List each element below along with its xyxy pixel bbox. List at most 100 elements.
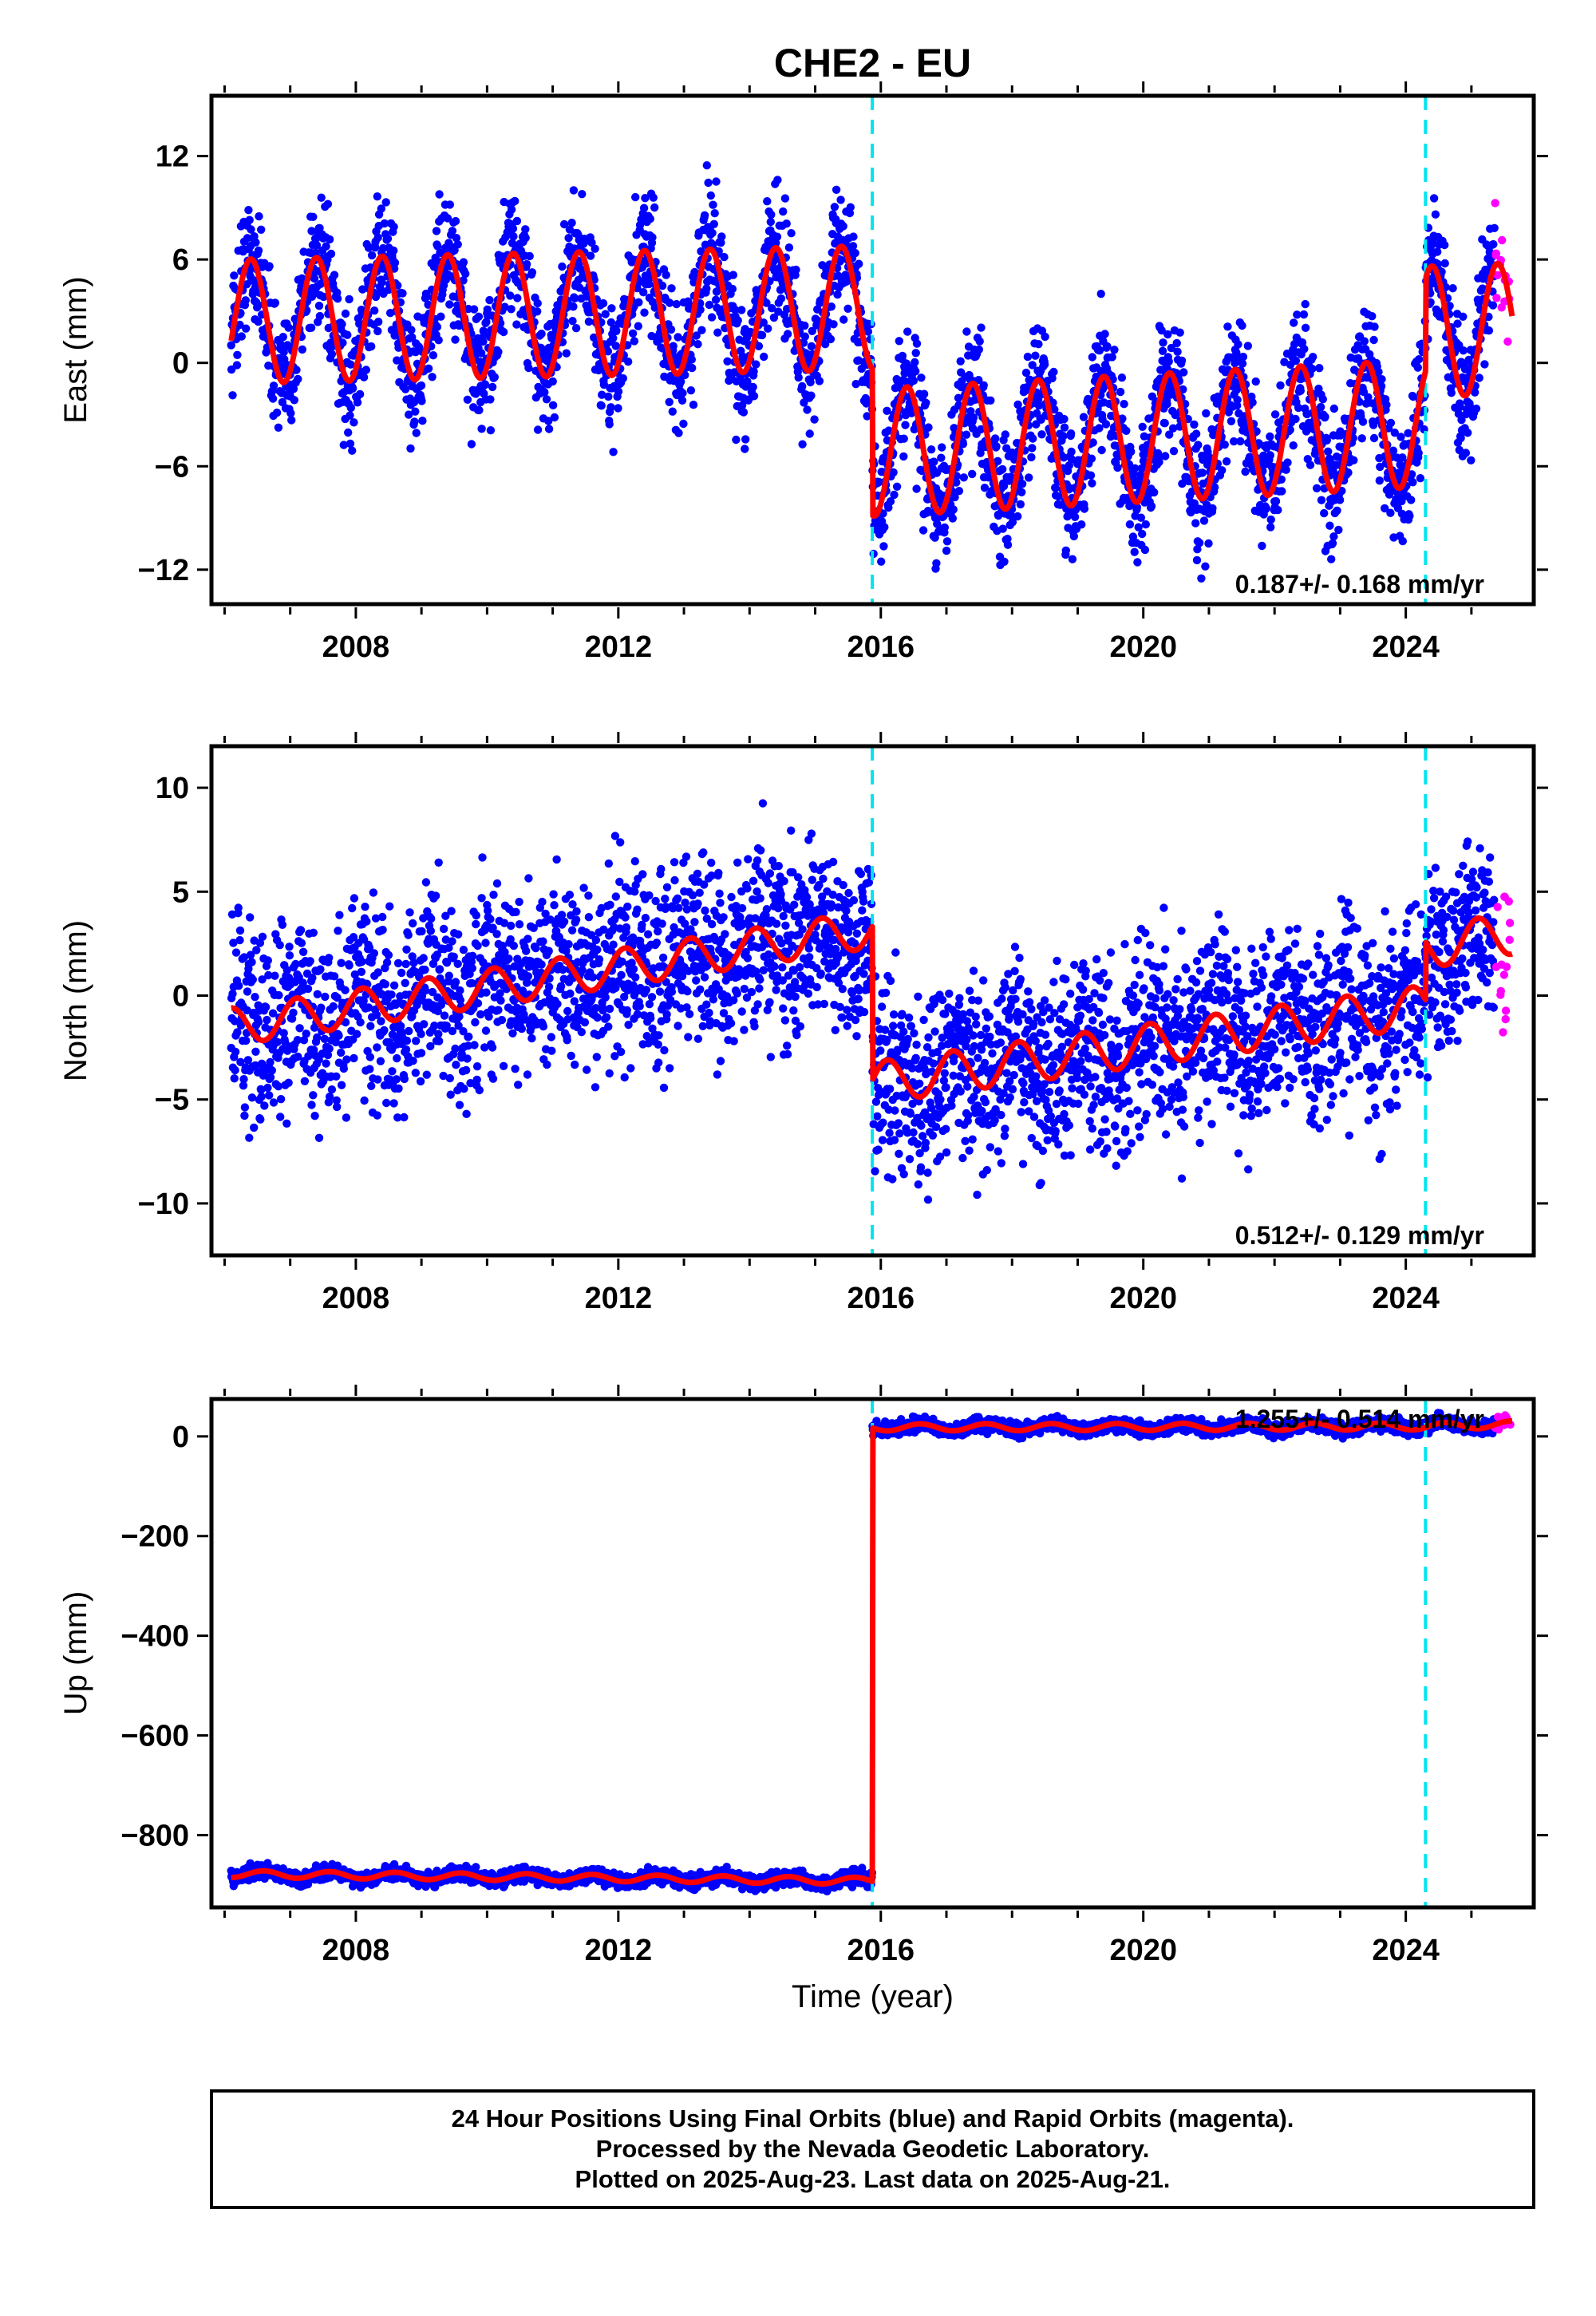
final-orbit-point: [1150, 488, 1159, 497]
final-orbit-point: [977, 323, 986, 332]
final-orbit-point: [1408, 392, 1418, 401]
final-orbit-point: [1155, 457, 1163, 467]
final-orbit-point: [980, 484, 990, 492]
final-orbit-point: [569, 302, 578, 311]
final-orbit-point: [232, 361, 242, 370]
final-orbit-point: [629, 965, 638, 974]
final-orbit-point: [416, 1077, 425, 1086]
final-orbit-point: [1266, 432, 1274, 441]
final-orbit-point: [1233, 395, 1242, 405]
final-orbit-point: [315, 223, 324, 232]
final-orbit-point: [681, 852, 691, 861]
final-orbit-point: [410, 417, 419, 426]
final-orbit-point: [899, 452, 908, 461]
final-orbit-point: [700, 211, 709, 219]
final-orbit-point: [275, 990, 283, 1000]
final-orbit-point: [1368, 312, 1377, 321]
final-orbit-point: [257, 1085, 266, 1094]
final-orbit-point: [911, 349, 920, 358]
final-orbit-point: [317, 1003, 326, 1012]
final-orbit-point: [1163, 400, 1171, 409]
final-orbit-point: [1096, 290, 1105, 298]
final-orbit-point: [334, 1031, 343, 1040]
final-orbit-point: [236, 1057, 245, 1067]
final-orbit-point: [1113, 463, 1122, 472]
final-orbit-point: [441, 911, 450, 920]
final-orbit-point: [762, 298, 771, 307]
final-orbit-point: [1173, 347, 1182, 356]
final-orbit-point: [279, 333, 287, 342]
final-orbit-point: [485, 295, 494, 305]
final-orbit-point: [616, 838, 625, 847]
final-orbit-point: [693, 340, 702, 349]
final-orbit-point: [508, 1029, 517, 1038]
final-orbit-point: [308, 974, 317, 982]
final-orbit-point: [479, 337, 488, 346]
final-orbit-point: [254, 1018, 263, 1026]
final-orbit-point: [239, 1075, 248, 1084]
final-orbit-point: [523, 935, 532, 943]
final-orbit-point: [302, 1030, 310, 1038]
final-orbit-point: [1480, 360, 1489, 369]
final-orbit-point: [1376, 462, 1385, 472]
final-orbit-point: [245, 1133, 254, 1142]
final-orbit-point: [634, 322, 642, 330]
final-orbit-point: [372, 1010, 381, 1019]
final-orbit-point: [454, 930, 463, 939]
final-orbit-point: [290, 396, 298, 405]
final-orbit-point: [732, 435, 741, 445]
final-orbit-point: [707, 871, 716, 880]
final-orbit-point: [975, 337, 984, 346]
final-orbit-point: [1140, 432, 1149, 441]
final-orbit-point: [494, 347, 503, 357]
final-orbit-point: [373, 968, 382, 977]
final-orbit-point: [1231, 359, 1239, 368]
final-orbit-point: [459, 276, 468, 285]
final-orbit-point: [646, 1014, 655, 1023]
final-orbit-point: [843, 304, 852, 313]
final-orbit-point: [603, 347, 613, 356]
final-orbit-point: [513, 294, 522, 302]
final-orbit-point: [645, 279, 654, 289]
final-orbit-point: [1484, 326, 1494, 335]
final-orbit-point: [511, 196, 519, 206]
final-orbit-point: [376, 1057, 385, 1065]
final-orbit-point: [429, 351, 438, 360]
final-orbit-point: [1329, 404, 1339, 413]
final-orbit-point: [1137, 464, 1147, 472]
final-orbit-point: [1054, 492, 1063, 501]
final-orbit-point: [241, 296, 250, 305]
final-orbit-point: [1266, 515, 1275, 524]
final-orbit-point: [480, 380, 490, 389]
final-orbit-point: [333, 1102, 342, 1112]
final-orbit-point: [247, 958, 256, 966]
final-orbit-point: [476, 1010, 485, 1019]
final-orbit-point: [402, 945, 411, 954]
final-orbit-point: [563, 1006, 572, 1016]
final-orbit-point: [251, 1061, 260, 1070]
final-orbit-point: [325, 1044, 334, 1053]
final-orbit-point: [323, 1050, 333, 1060]
final-orbit-point: [1238, 359, 1247, 368]
final-orbit-point: [714, 868, 723, 878]
final-orbit-point: [849, 232, 858, 241]
final-orbit-point: [1308, 364, 1317, 373]
final-orbit-point: [702, 1000, 711, 1009]
final-orbit-point: [712, 287, 721, 296]
final-orbit-point: [258, 975, 267, 984]
final-orbit-point: [484, 906, 492, 915]
final-orbit-point: [948, 514, 958, 523]
final-orbit-point: [1349, 456, 1358, 464]
final-orbit-point: [334, 927, 342, 935]
final-orbit-point: [1195, 539, 1204, 547]
final-orbit-point: [875, 477, 883, 487]
final-orbit-point: [571, 324, 581, 333]
final-orbit-point: [1318, 395, 1328, 404]
final-orbit-point: [684, 966, 693, 976]
final-orbit-point: [806, 377, 815, 387]
final-orbit-point: [309, 212, 318, 221]
final-orbit-point: [629, 981, 638, 990]
final-orbit-point: [579, 883, 588, 892]
final-orbit-point: [702, 914, 711, 923]
final-orbit-point: [645, 891, 654, 900]
